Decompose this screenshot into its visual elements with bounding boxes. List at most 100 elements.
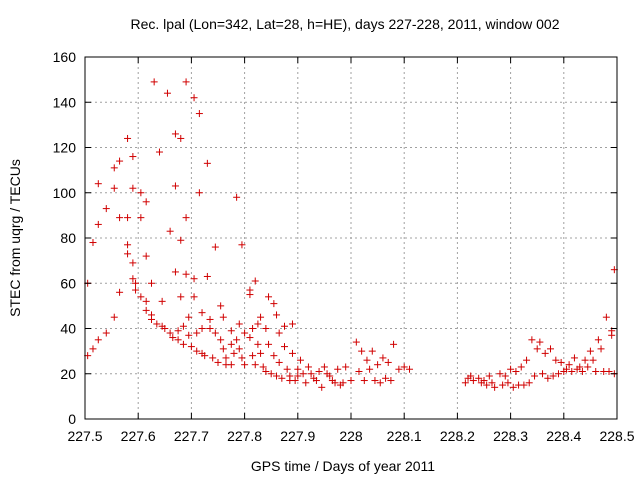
data-point — [190, 293, 198, 301]
data-point — [129, 275, 137, 283]
x-tick-label: 227.6 — [121, 428, 156, 444]
data-point — [517, 363, 525, 371]
data-point — [238, 354, 246, 362]
data-point — [347, 377, 355, 385]
data-point — [485, 372, 493, 380]
data-point — [304, 363, 312, 371]
data-point — [230, 349, 238, 357]
data-point — [193, 347, 201, 355]
data-point — [195, 189, 203, 197]
data-point — [387, 377, 395, 385]
data-point — [124, 214, 132, 222]
data-point — [203, 272, 211, 280]
data-point — [254, 340, 262, 348]
data-point — [291, 377, 299, 385]
data-point — [288, 320, 296, 328]
data-point — [400, 363, 408, 371]
data-point — [161, 325, 169, 332]
y-tick-label: 140 — [53, 94, 77, 110]
data-point — [249, 352, 257, 360]
data-point — [257, 349, 265, 357]
data-point — [461, 379, 469, 387]
data-point — [307, 370, 315, 378]
data-point — [110, 313, 118, 321]
data-point — [158, 297, 166, 305]
data-point — [124, 250, 132, 258]
data-point — [541, 349, 549, 357]
data-point — [275, 329, 283, 337]
data-point — [201, 352, 209, 360]
data-point — [110, 164, 118, 172]
data-point — [294, 372, 302, 380]
data-point — [278, 374, 286, 382]
data-point — [525, 379, 533, 387]
y-tick-label: 120 — [53, 140, 77, 156]
data-point — [509, 383, 517, 391]
data-point — [475, 374, 483, 382]
data-point — [211, 329, 219, 337]
data-point — [605, 367, 613, 375]
data-point — [203, 159, 211, 167]
data-point — [275, 358, 283, 366]
data-point — [480, 377, 488, 385]
data-point — [562, 365, 570, 373]
x-tick-label: 228.5 — [599, 428, 634, 444]
data-point — [339, 379, 347, 387]
data-point — [581, 356, 589, 364]
data-point — [531, 372, 539, 380]
data-point — [241, 329, 249, 337]
x-tick-label: 228 — [339, 428, 363, 444]
data-point — [249, 325, 257, 332]
data-point — [222, 354, 230, 362]
data-point — [102, 329, 110, 337]
data-point — [227, 361, 235, 369]
y-tick-label: 40 — [60, 321, 76, 337]
data-point — [235, 320, 243, 328]
data-point — [198, 309, 206, 317]
data-point — [116, 288, 124, 296]
data-point — [251, 361, 259, 369]
data-point — [193, 329, 201, 337]
data-point — [94, 336, 102, 344]
data-point — [219, 345, 227, 353]
data-point — [360, 377, 368, 385]
x-tick-label: 228.3 — [493, 428, 528, 444]
data-point — [265, 340, 273, 348]
data-point — [528, 336, 536, 344]
y-tick-label: 60 — [60, 275, 76, 291]
data-point — [467, 372, 475, 380]
data-point — [270, 300, 278, 308]
data-point — [363, 356, 371, 364]
data-point — [182, 78, 190, 86]
data-point — [171, 130, 179, 138]
data-point — [238, 241, 246, 249]
y-tick-label: 20 — [60, 366, 76, 382]
data-point — [504, 379, 512, 387]
data-point — [124, 241, 132, 249]
data-point — [358, 347, 366, 355]
data-point — [547, 345, 554, 353]
data-point — [281, 322, 288, 330]
data-point — [368, 347, 376, 355]
data-point — [296, 356, 304, 364]
data-point — [326, 372, 334, 380]
data-point — [153, 320, 161, 328]
data-point — [262, 367, 270, 375]
data-point — [142, 252, 150, 260]
data-point — [169, 334, 177, 342]
data-point — [536, 338, 544, 346]
data-point — [257, 313, 265, 321]
data-point — [288, 349, 296, 357]
data-point — [554, 370, 562, 378]
data-point — [267, 370, 275, 378]
data-point — [315, 367, 323, 375]
data-point — [376, 379, 384, 387]
data-point — [251, 277, 259, 285]
y-tick-label: 80 — [60, 230, 76, 246]
data-point — [331, 379, 339, 387]
data-point — [89, 345, 97, 353]
data-point — [501, 372, 509, 380]
data-point — [589, 356, 597, 364]
data-point — [206, 315, 214, 323]
x-axis: 227.5 227.6 227.7 227.8 227.9 228 228.1 228.2 22… — [67, 57, 635, 444]
